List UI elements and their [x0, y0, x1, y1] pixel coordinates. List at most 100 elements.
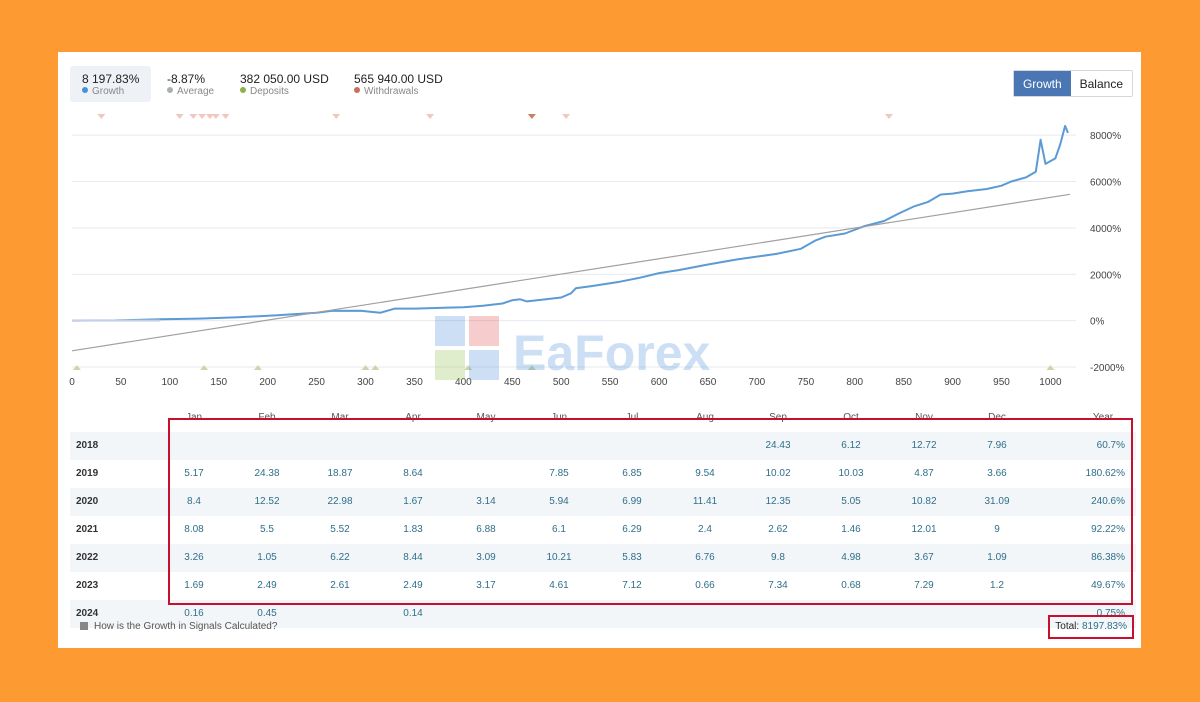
- month-cell: 6.29: [622, 524, 642, 535]
- month-cell: 0.14: [403, 608, 423, 619]
- month-cell: 5.05: [841, 496, 861, 507]
- growth-button[interactable]: Growth: [1013, 71, 1071, 96]
- stat-growth[interactable]: 8 197.83% Growth: [70, 66, 152, 102]
- month-cell: 24.43: [765, 440, 791, 451]
- deposits-dot-icon: [240, 87, 246, 93]
- month-header: Aug: [696, 412, 714, 423]
- stat-growth-value: 8 197.83%: [82, 72, 140, 86]
- year-total-cell: 180.62%: [1085, 468, 1125, 479]
- stat-average-value: -8.87%: [167, 72, 206, 86]
- month-cell: 2.4: [698, 524, 712, 535]
- withdrawal-marker: [221, 114, 230, 119]
- month-header: Nov: [915, 412, 933, 423]
- month-cell: 7.34: [768, 580, 788, 591]
- month-cell: 10.03: [838, 468, 864, 479]
- month-header: Dec: [988, 412, 1006, 423]
- total-label: Total:: [1055, 621, 1080, 632]
- month-cell: 5.17: [184, 468, 204, 479]
- x-tick-label: 650: [700, 377, 717, 388]
- deposit-marker: [72, 365, 81, 370]
- month-cell: 12.01: [911, 524, 937, 535]
- x-tick-label: 0: [69, 377, 75, 388]
- withdrawal-marker: [884, 114, 893, 119]
- x-tick-label: 300: [357, 377, 374, 388]
- balance-button[interactable]: Balance: [1070, 71, 1132, 96]
- month-cell: 12.72: [911, 440, 937, 451]
- month-cell: 12.52: [254, 496, 280, 507]
- table-row: 2021 8.08 5.5 5.52 1.83 6.88 6.1 6.29 2.4 2.62 1.4…: [70, 516, 1136, 544]
- withdrawal-marker: [211, 114, 220, 119]
- stat-average[interactable]: -8.87% Average: [155, 66, 226, 102]
- month-header: Mar: [331, 412, 349, 423]
- month-header: Sep: [769, 412, 787, 423]
- x-tick-label: 1000: [1039, 377, 1062, 388]
- month-cell: 2.49: [257, 580, 277, 591]
- growth-help-link[interactable]: How is the Growth in Signals Calculated?: [80, 621, 277, 632]
- month-header: Apr: [405, 412, 421, 423]
- withdrawal-marker: [189, 114, 198, 119]
- month-cell: 9.54: [695, 468, 715, 479]
- month-cell: 6.1: [552, 524, 566, 535]
- month-cell: 10.21: [546, 552, 572, 563]
- month-header: Jan: [185, 412, 203, 423]
- deposit-marker: [371, 365, 380, 370]
- month-cell: 4.87: [914, 468, 934, 479]
- x-tick-label: 950: [993, 377, 1010, 388]
- stat-deposits-label: Deposits: [250, 86, 289, 97]
- year-total-cell: 92.22%: [1091, 524, 1125, 535]
- month-cell: 5.5: [260, 524, 274, 535]
- month-cell: 6.88: [476, 524, 496, 535]
- y-tick-label: 8000%: [1090, 131, 1121, 142]
- month-cell: 7.96: [987, 440, 1007, 451]
- y-tick-label: 6000%: [1090, 178, 1121, 189]
- year-total-cell: 240.6%: [1091, 496, 1125, 507]
- growth-card: 8 197.83% Growth -8.87% Average 382 050.…: [58, 52, 1141, 648]
- stat-withdrawals[interactable]: 565 940.00 USD Withdrawals: [342, 66, 455, 102]
- stat-withdrawals-value: 565 940.00 USD: [354, 72, 443, 86]
- month-cell: 22.98: [327, 496, 353, 507]
- stat-deposits[interactable]: 382 050.00 USD Deposits: [228, 66, 341, 102]
- deposit-marker: [527, 365, 536, 370]
- month-cell: 1.2: [990, 580, 1004, 591]
- month-cell: 31.09: [984, 496, 1010, 507]
- month-cell: 7.85: [549, 468, 569, 479]
- growth-series-line: [71, 124, 1069, 322]
- year-total-cell: 0.75%: [1096, 608, 1125, 619]
- month-cell: 4.61: [549, 580, 569, 591]
- month-cell: 5.94: [549, 496, 569, 507]
- month-cell: 10.02: [765, 468, 791, 479]
- month-cell: 2.49: [403, 580, 423, 591]
- x-tick-label: 250: [308, 377, 325, 388]
- y-tick-label: 0%: [1090, 317, 1105, 328]
- year-header: Year: [1092, 412, 1114, 423]
- month-cell: 9: [994, 524, 1000, 535]
- month-cell: 1.09: [987, 552, 1007, 563]
- table-row: 2019 5.17 24.38 18.87 8.64 7.85 6.85 9.54 10.02 1…: [70, 460, 1136, 488]
- month-cell: 1.46: [841, 524, 861, 535]
- month-cell: 1.05: [257, 552, 277, 563]
- withdrawal-marker: [205, 114, 214, 119]
- deposit-marker: [361, 365, 370, 370]
- trend-series-line: [71, 193, 1071, 352]
- month-cell: 0.68: [841, 580, 861, 591]
- withdrawal-marker: [527, 114, 536, 119]
- row-year: 2019: [76, 468, 99, 479]
- deposit-marker: [464, 365, 473, 370]
- x-tick-label: 50: [115, 377, 127, 388]
- month-cell: 6.76: [695, 552, 715, 563]
- month-cell: 1.67: [403, 496, 423, 507]
- stat-withdrawals-label: Withdrawals: [364, 86, 419, 97]
- month-cell: 0.45: [257, 608, 277, 619]
- month-cell: 8.64: [403, 468, 423, 479]
- x-tick-label: 900: [944, 377, 961, 388]
- stat-growth-label: Growth: [92, 86, 125, 97]
- stat-deposits-value: 382 050.00 USD: [240, 72, 329, 86]
- month-cell: 6.99: [622, 496, 642, 507]
- x-tick-label: 500: [553, 377, 570, 388]
- month-cell: 5.83: [622, 552, 642, 563]
- month-cell: 8.4: [187, 496, 201, 507]
- withdrawal-marker: [332, 114, 341, 119]
- month-cell: 0.16: [184, 608, 204, 619]
- month-cell: 8.08: [184, 524, 204, 535]
- x-tick-label: 750: [797, 377, 814, 388]
